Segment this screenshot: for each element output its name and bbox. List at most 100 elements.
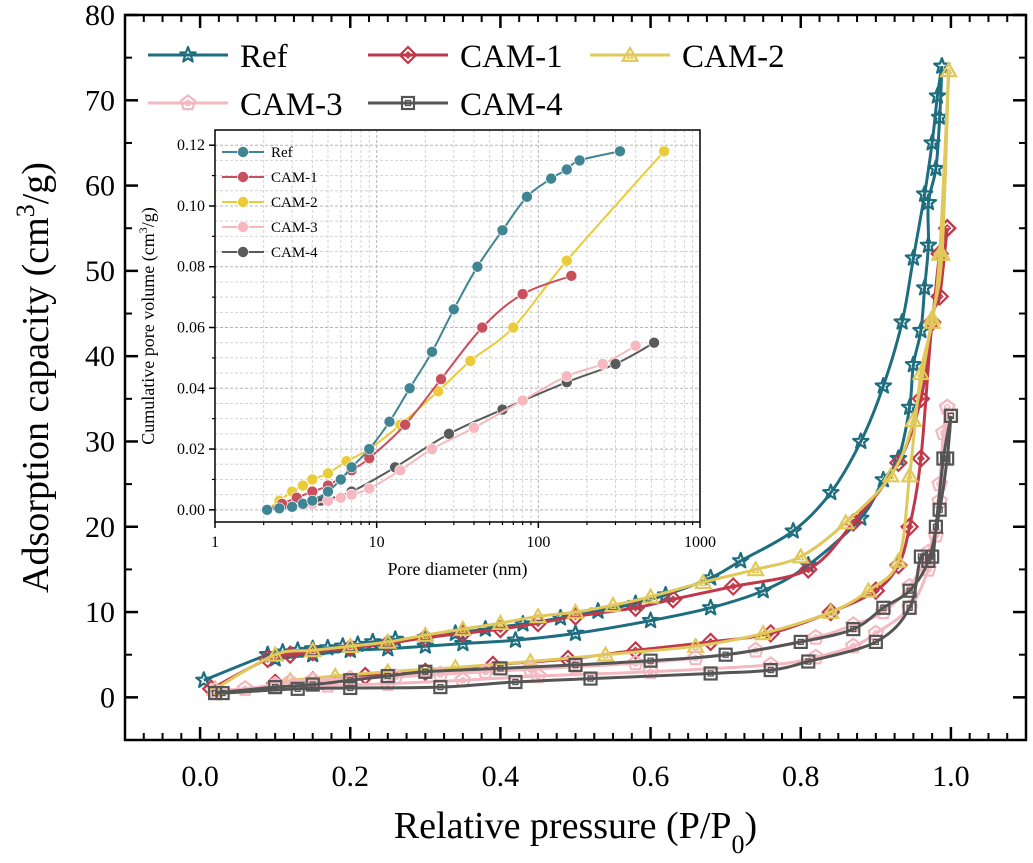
inset-data-point (448, 303, 460, 316)
data-point (693, 572, 713, 590)
y-tick-label: 60 (85, 170, 115, 203)
data-point (902, 583, 917, 598)
data-point (380, 668, 395, 684)
data-point (566, 602, 585, 619)
legend-label: CAM-2 (682, 39, 785, 75)
data-point (642, 662, 659, 679)
inset-data-point (516, 288, 529, 300)
data-point (493, 661, 508, 676)
data-point (900, 466, 919, 483)
inset-y-tick-label: 0.12 (177, 137, 205, 154)
data-point (701, 598, 720, 616)
data-point (821, 602, 841, 619)
data-point (418, 664, 433, 679)
inset-data-point (426, 443, 438, 455)
data-point (928, 519, 944, 534)
main-chart: 0 10 20 30 40 50 60 70 80 0.0 0.2 0.4 0.6 0.8 1.0 Relat… (11, 0, 1028, 859)
inset-background (215, 130, 700, 522)
data-point (754, 581, 772, 599)
inset-data-point (403, 382, 416, 395)
data-point (904, 355, 923, 373)
data-point (939, 61, 958, 78)
data-point (822, 483, 840, 501)
data-point (900, 398, 919, 415)
data-point (568, 657, 583, 673)
inset-x-axis-title: Pore diameter (nm) (388, 559, 528, 580)
inset-data-point (322, 485, 334, 498)
data-point (596, 645, 615, 662)
inset-data-point (561, 370, 573, 382)
inset-data-point (261, 504, 273, 516)
data-point (868, 634, 883, 650)
x-tick-label: 0.4 (482, 760, 520, 793)
inset-data-point (306, 473, 319, 486)
inset-legend-marker (237, 221, 249, 233)
series-cam-4 (208, 408, 959, 701)
inset-data-point (383, 415, 396, 428)
desorption-line (275, 66, 944, 661)
inset-data-point (476, 321, 489, 334)
inset-legend-label: Ref (271, 145, 293, 161)
inset-y-axis-title: Cumulative pore volume (cm3/g) (136, 207, 159, 444)
inset-data-point (297, 479, 309, 492)
data-point (641, 611, 660, 629)
inset-data-point (306, 494, 319, 507)
inset-data-point (435, 373, 447, 385)
data-point (626, 598, 646, 618)
data-point (303, 641, 323, 658)
y-tick-label: 30 (85, 425, 115, 458)
inset-data-point (596, 358, 609, 370)
inset-x-tick-label: 1000 (684, 534, 716, 551)
data-point (801, 654, 816, 669)
inset-plot-frame (214, 129, 701, 523)
data-point (703, 666, 718, 681)
data-point (922, 312, 942, 329)
x-axis-title: Relative pressure (P/P0) (394, 805, 757, 858)
inset-data-point (573, 154, 586, 167)
data-point (433, 680, 448, 695)
data-point (927, 159, 945, 177)
data-point (915, 185, 934, 202)
data-point (881, 466, 901, 483)
data-point (859, 581, 878, 598)
data-point (378, 632, 398, 649)
adsorption-line (210, 227, 949, 691)
data-point (763, 662, 778, 678)
data-point (936, 451, 951, 466)
data-point (746, 560, 766, 577)
inset-x-tick-label: 1 (211, 534, 219, 551)
data-point (195, 671, 213, 688)
inset-y-tick-label: 0.00 (177, 502, 205, 519)
data-point (506, 631, 525, 648)
inset-data-point (561, 254, 573, 267)
inset-data-point (363, 482, 376, 495)
x-tick-label: 1.0 (932, 760, 970, 793)
data-point (943, 408, 959, 423)
data-point (453, 619, 473, 637)
data-point (343, 680, 358, 696)
data-point (340, 637, 360, 654)
data-point (911, 363, 931, 381)
data-point (603, 595, 623, 613)
data-point (268, 680, 283, 695)
data-point (913, 549, 928, 564)
inset-chart: 0.00 0.02 0.04 0.06 0.08 0.10 0.12 1 10 100 1000 Po… (136, 129, 716, 580)
data-point (416, 637, 434, 654)
inset-legend-marker (237, 146, 249, 158)
data-point (215, 685, 230, 701)
data-point (265, 645, 285, 662)
data-point (844, 637, 862, 654)
inset-data-point (363, 443, 376, 455)
inset-data-point (345, 488, 358, 501)
adsorption-line (214, 415, 953, 695)
inset-series-ref (261, 145, 626, 516)
inset-data-point (471, 260, 484, 273)
data-point (919, 236, 938, 253)
data-point (663, 589, 683, 609)
inset-legend-label: CAM-2 (271, 195, 318, 211)
y-tick-label: 40 (85, 340, 115, 373)
data-point (491, 613, 510, 631)
data-point (416, 625, 435, 642)
